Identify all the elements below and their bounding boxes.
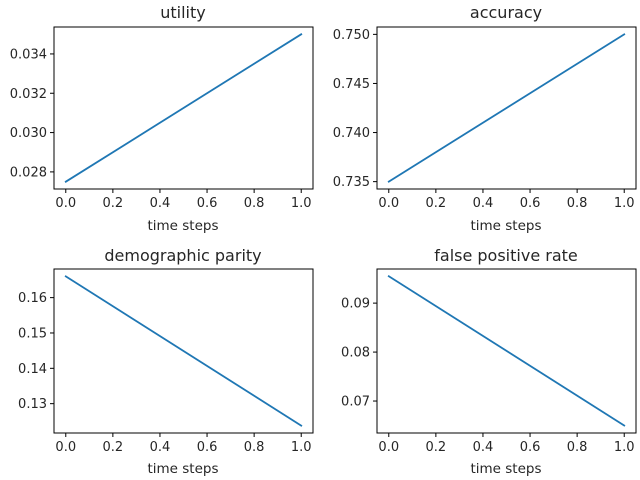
subplot-utility: utility time steps 0.0 0.2 0.4 0.6 0.8 1.0 0.0…: [10, 3, 314, 234]
series-line: [64, 33, 303, 183]
x-tick-label: 0.2: [103, 196, 124, 211]
subplot-title: demographic parity: [104, 246, 261, 265]
x-tick-label: 1.0: [614, 440, 635, 455]
y-tick-label: 0.13: [18, 397, 47, 412]
x-tick-label: 0.0: [55, 196, 76, 211]
x-tick-label: 1.0: [291, 196, 312, 211]
x-tick-label: 0.0: [378, 440, 399, 455]
x-tick-label: 0.2: [426, 440, 447, 455]
y-tick-label: 0.09: [341, 297, 370, 312]
series-line: [387, 274, 626, 427]
x-tick-label: 0.4: [473, 196, 494, 211]
y-tick-label: 0.034: [10, 47, 47, 62]
y-tick-label: 0.030: [10, 126, 47, 141]
y-tick-label: 0.745: [333, 77, 370, 92]
y-tick-label: 0.16: [18, 291, 47, 306]
x-tick-label: 1.0: [291, 440, 312, 455]
subplot-title: utility: [160, 3, 206, 22]
subplot-demographic-parity: demographic parity time steps 0.0 0.2 0.4 0…: [18, 246, 314, 477]
axes-frame: [53, 26, 314, 190]
x-tick-label: 0.8: [567, 440, 588, 455]
x-axis-label: time steps: [470, 461, 541, 477]
y-tick-label: 0.07: [341, 395, 370, 410]
series-line: [387, 33, 626, 183]
y-tick-label: 0.750: [333, 28, 370, 43]
x-axis-label: time steps: [147, 461, 218, 477]
axes-frame: [53, 268, 314, 434]
subplot-accuracy: accuracy time steps 0.0 0.2 0.4 0.6 0.8 1.0 0.…: [333, 3, 637, 234]
x-tick-label: 0.0: [55, 440, 76, 455]
x-tick-label: 0.2: [426, 196, 447, 211]
y-tick-label: 0.028: [10, 165, 47, 180]
x-tick-label: 0.4: [150, 196, 171, 211]
x-tick-label: 0.6: [197, 440, 218, 455]
subplot-title: false positive rate: [434, 246, 578, 265]
x-axis-label: time steps: [147, 218, 218, 234]
y-tick-label: 0.15: [18, 326, 47, 341]
y-tick-label: 0.740: [333, 126, 370, 141]
axes-frame: [376, 268, 637, 434]
subplot-title: accuracy: [470, 3, 542, 22]
x-axis-label: time steps: [470, 218, 541, 234]
x-tick-label: 0.6: [520, 196, 541, 211]
x-tick-label: 0.2: [103, 440, 124, 455]
x-tick-label: 0.6: [197, 196, 218, 211]
x-tick-label: 0.8: [244, 440, 265, 455]
series-line: [64, 275, 303, 427]
y-tick-label: 0.735: [333, 175, 370, 190]
x-tick-label: 0.8: [567, 196, 588, 211]
y-tick-label: 0.032: [10, 87, 47, 102]
y-tick-label: 0.14: [18, 362, 47, 377]
x-tick-label: 0.8: [244, 196, 265, 211]
x-tick-label: 0.4: [473, 440, 494, 455]
x-tick-label: 0.0: [378, 196, 399, 211]
x-tick-label: 0.4: [150, 440, 171, 455]
x-tick-label: 0.6: [520, 440, 541, 455]
axes-frame: [376, 26, 637, 190]
y-tick-label: 0.08: [341, 346, 370, 361]
subplot-false-positive-rate: false positive rate time steps 0.0 0.2 0.4…: [341, 246, 637, 477]
x-tick-label: 1.0: [614, 196, 635, 211]
